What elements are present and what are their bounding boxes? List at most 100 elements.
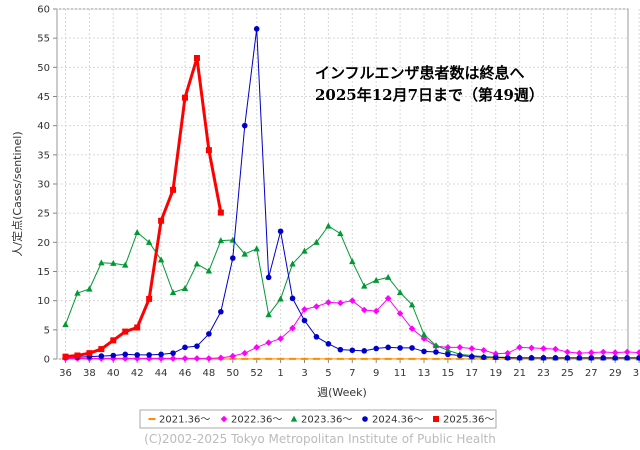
data-point — [217, 354, 225, 362]
legend-marker — [362, 416, 368, 422]
y-tick-label: 30 — [37, 180, 50, 191]
data-point — [98, 353, 105, 359]
data-point — [373, 345, 380, 352]
copyright-text: (C)2002-2025 Tokyo Metropolitan Institut… — [144, 432, 496, 446]
data-point — [265, 339, 272, 346]
data-point — [325, 222, 332, 229]
data-point — [337, 346, 344, 353]
data-point — [469, 353, 475, 360]
data-point — [384, 273, 392, 280]
data-point — [62, 353, 69, 360]
data-point — [62, 321, 69, 328]
data-point — [337, 230, 344, 237]
data-point — [145, 238, 153, 245]
y-tick-label: 10 — [37, 296, 50, 307]
data-point — [146, 352, 152, 358]
data-point — [86, 350, 93, 357]
y-tick-label: 55 — [37, 34, 50, 45]
series-2025.36～ — [62, 55, 224, 360]
data-point — [408, 301, 416, 308]
data-point — [157, 355, 165, 362]
legend-marker — [290, 415, 298, 422]
data-point — [480, 346, 488, 354]
data-point — [122, 351, 129, 358]
data-point — [588, 349, 595, 356]
data-point — [122, 261, 129, 268]
x-tick-label: 52 — [250, 368, 263, 379]
data-point — [516, 344, 523, 351]
data-point — [241, 250, 248, 257]
data-point — [98, 346, 105, 353]
data-point — [337, 299, 344, 307]
data-point — [433, 349, 439, 355]
data-point — [182, 94, 188, 101]
data-point — [134, 352, 140, 358]
x-tick-label: 27 — [585, 368, 598, 379]
data-point — [289, 324, 296, 332]
legend-label: 2025.36～ — [443, 415, 494, 426]
data-point — [611, 349, 619, 356]
data-point — [516, 355, 523, 361]
data-point — [623, 348, 631, 356]
y-tick-label: 25 — [37, 209, 50, 220]
data-point — [552, 345, 559, 353]
data-point — [218, 308, 224, 315]
x-tick-label: 11 — [394, 368, 407, 379]
legend-label: 2021.36～ — [159, 415, 210, 426]
data-point — [134, 229, 141, 236]
data-point — [612, 355, 618, 361]
x-tick-label: 50 — [226, 368, 239, 379]
data-point — [528, 355, 535, 361]
legend-box — [139, 409, 497, 429]
data-point — [504, 355, 511, 361]
data-point — [348, 357, 356, 360]
x-tick-label: 40 — [107, 368, 120, 379]
data-point — [158, 351, 164, 358]
data-point — [409, 345, 415, 351]
data-point — [229, 352, 237, 360]
data-point — [146, 295, 153, 302]
y-tick-label: 50 — [37, 63, 50, 74]
x-tick-label: 31 — [633, 368, 640, 379]
data-series — [62, 26, 640, 362]
data-point — [336, 357, 344, 360]
data-point — [349, 297, 356, 304]
x-tick-label: 13 — [418, 368, 431, 379]
x-tick-label: 1 — [277, 368, 283, 379]
data-point — [277, 295, 284, 302]
y-tick-label: 40 — [37, 121, 50, 132]
data-point — [504, 349, 511, 357]
data-point — [169, 289, 177, 296]
data-point — [289, 357, 297, 360]
data-point — [253, 344, 260, 351]
data-point — [181, 355, 189, 362]
data-point — [492, 354, 499, 361]
data-point — [564, 355, 571, 361]
data-point — [241, 122, 248, 129]
data-point — [420, 335, 428, 342]
data-point — [361, 348, 368, 354]
data-point — [158, 217, 165, 224]
data-point — [624, 355, 630, 361]
data-point — [456, 357, 464, 360]
legend-marker — [148, 418, 156, 420]
data-point — [313, 303, 320, 310]
data-point — [205, 267, 213, 274]
data-point — [360, 306, 368, 314]
data-point — [253, 357, 261, 360]
data-point — [206, 331, 212, 337]
data-point — [361, 282, 368, 289]
y-axis-title: 人/定点(Cases/sentinel) — [10, 131, 24, 256]
data-point — [396, 289, 404, 296]
x-tick-label: 48 — [203, 368, 216, 379]
data-point — [372, 307, 380, 315]
x-tick-label: 29 — [609, 368, 622, 379]
data-point — [74, 352, 81, 359]
data-point — [384, 357, 392, 360]
data-point — [408, 325, 416, 332]
data-point — [432, 342, 440, 349]
data-point — [301, 247, 308, 254]
data-point — [265, 274, 272, 281]
data-point — [444, 346, 452, 353]
